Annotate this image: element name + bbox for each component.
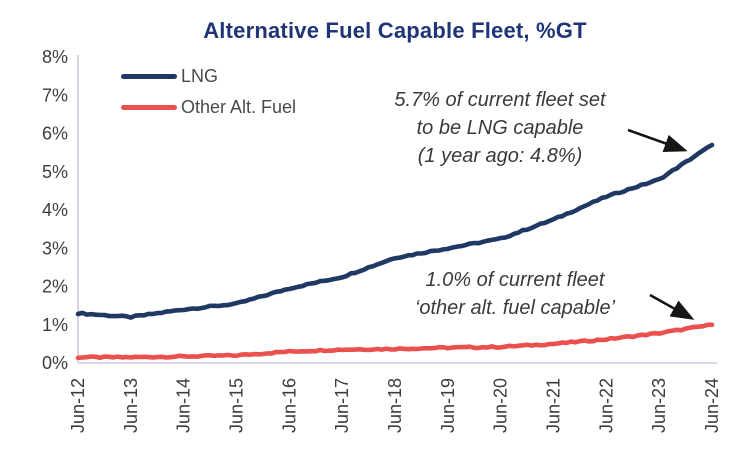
lng-annotation-arrow (627, 128, 688, 153)
other-alt-fuel-line-swatch (121, 105, 177, 110)
y-tick-label: 5% (42, 162, 68, 182)
x-tick-label: Jun-17 (332, 378, 352, 433)
legend-item-lng: LNG (121, 61, 296, 92)
other-alt-fuel-line (75, 322, 715, 361)
x-tick-label: Jun-19 (438, 378, 458, 433)
legend-label-other-alt-fuel: Other Alt. Fuel (181, 97, 297, 117)
lng-line (75, 142, 715, 320)
x-tick-label: Jun-13 (121, 378, 141, 433)
y-tick-label: 8% (42, 47, 68, 67)
lng-line-swatch (121, 74, 177, 79)
y-tick-label: 2% (42, 277, 68, 297)
x-tick-label: Jun-22 (596, 378, 616, 433)
lng-annotation-line-1: 5.7% of current fleet set (394, 89, 606, 111)
x-tick-label: Jun-18 (385, 378, 405, 433)
legend-label-lng: LNG (181, 66, 219, 86)
lng-annotation-line-2: to be LNG capable (416, 117, 584, 139)
chart-legend: LNG Other Alt. Fuel (121, 61, 296, 123)
other-annotation-arrow (649, 293, 695, 320)
y-tick-label: 7% (42, 85, 68, 105)
x-tick-label: Jun-15 (227, 378, 247, 433)
other-alt-fuel-annotation: 1.0% of current fleet ‘other alt. fuel c… (355, 266, 675, 322)
y-tick-label: 0% (42, 353, 68, 373)
y-tick-label: 1% (42, 315, 68, 335)
y-tick-label: 3% (42, 238, 68, 258)
y-tick-label: 6% (42, 124, 68, 144)
x-tick-label: Jun-16 (279, 378, 299, 433)
y-tick-label: 4% (42, 200, 68, 220)
x-tick-label: Jun-23 (649, 378, 669, 433)
x-tick-label: Jun-21 (544, 378, 564, 433)
x-tick-label: Jun-12 (68, 378, 88, 433)
legend-item-other-alt-fuel: Other Alt. Fuel (121, 92, 296, 123)
x-tick-label: Jun-20 (491, 378, 511, 433)
lng-annotation-line-3: (1 year ago: 4.8%) (417, 145, 583, 167)
lng-annotation: 5.7% of current fleet set to be LNG capa… (340, 86, 660, 170)
other-annotation-line-1: 1.0% of current fleet (425, 269, 605, 291)
x-tick-label: Jun-24 (702, 378, 722, 433)
chart-title: Alternative Fuel Capable Fleet, %GT (203, 18, 587, 43)
other-annotation-line-2: ‘other alt. fuel capable’ (414, 297, 616, 319)
x-tick-label: Jun-14 (174, 378, 194, 433)
